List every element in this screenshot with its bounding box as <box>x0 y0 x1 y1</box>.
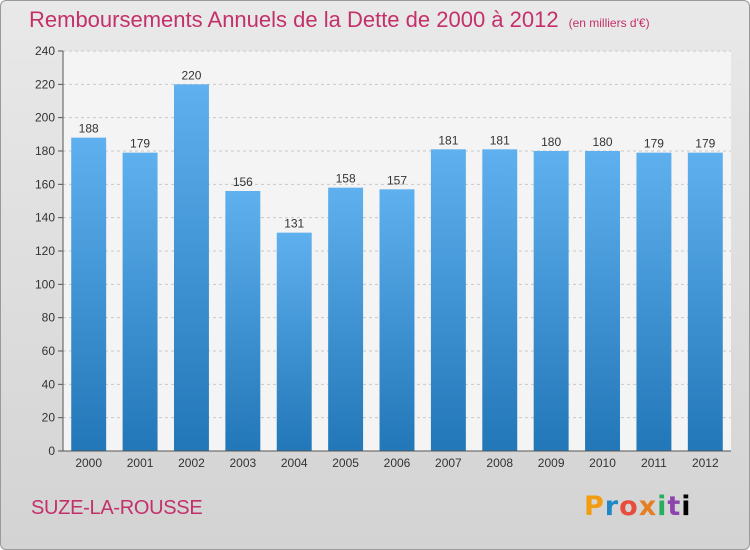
x-tick-label: 2007 <box>435 456 462 470</box>
bar-2005 <box>328 187 364 451</box>
bar-value-label: 157 <box>387 173 407 187</box>
proxiti-logo: Proxiti <box>584 491 692 522</box>
chart-unit-note: (en milliers d'€) <box>568 16 650 30</box>
bar-2011 <box>636 152 672 451</box>
y-tick-label: 140 <box>35 211 55 225</box>
x-tick-label: 2002 <box>178 456 205 470</box>
x-tick-label: 2009 <box>538 456 565 470</box>
bar-2001 <box>122 152 158 451</box>
y-tick-label: 40 <box>42 377 56 391</box>
bar-2002 <box>173 84 209 451</box>
x-axis: 2000 2001 2002 2003 2004 2005 2006 2007 2008 2009… <box>63 450 731 470</box>
bar-value-label: 179 <box>130 137 150 151</box>
x-tick-label: 2006 <box>384 456 411 470</box>
x-tick-label: 2003 <box>229 456 256 470</box>
bar-value-label: 181 <box>438 133 458 147</box>
bar-2008 <box>482 149 518 452</box>
y-tick-label: 120 <box>35 244 55 258</box>
y-tick-label: 0 <box>48 444 55 458</box>
y-tick-label: 60 <box>42 344 56 358</box>
bar-2000 <box>71 137 107 451</box>
x-tick-label: 2011 <box>641 456 667 470</box>
x-tick-label: 2008 <box>486 456 513 470</box>
bar-value-label: 156 <box>233 175 253 189</box>
y-tick-label: 160 <box>35 177 55 191</box>
bar-2006 <box>379 189 415 452</box>
bar-value-label: 158 <box>336 172 356 186</box>
bar-value-label: 188 <box>79 122 99 136</box>
x-tick-label: 2005 <box>332 456 359 470</box>
chart-title-main: Remboursements Annuels de la Dette de 20… <box>29 7 559 32</box>
bar-2004 <box>276 232 312 451</box>
bar-value-label: 180 <box>593 135 613 149</box>
y-tick-label: 100 <box>35 277 55 291</box>
x-tick-label: 2001 <box>127 456 154 470</box>
x-tick-label: 2000 <box>75 456 102 470</box>
y-tick-label: 180 <box>35 144 55 158</box>
logo-letter: i <box>657 491 668 522</box>
bar-value-label: 131 <box>284 217 304 231</box>
commune-name: SUZE-LA-ROUSSE <box>31 497 203 519</box>
x-tick-label: 2012 <box>692 456 719 470</box>
bar-2003 <box>225 191 261 451</box>
y-tick-label: 20 <box>42 411 56 425</box>
bar-2010 <box>585 151 621 451</box>
logo-letter: i <box>681 491 692 522</box>
bar-value-label: 180 <box>541 135 561 149</box>
logo-letter: r <box>604 491 620 522</box>
logo-letter: t <box>667 491 682 522</box>
x-tick-label: 2010 <box>589 456 616 470</box>
logo-letter: P <box>584 491 605 522</box>
logo-letter: x <box>638 491 658 522</box>
y-tick-label: 200 <box>35 111 55 125</box>
y-tick-label: 80 <box>42 311 56 325</box>
bars: 188 179 220 156 131 158 157 181 181 180 180 179 179 <box>71 68 723 452</box>
y-axis: 0 20 40 60 80 100 120 140 160 180 200 220 240 <box>35 44 64 458</box>
bar-2007 <box>430 149 466 452</box>
bar-2009 <box>533 151 569 451</box>
bar-value-label: 220 <box>181 68 201 82</box>
chart-title: Remboursements Annuels de la Dette de 20… <box>29 7 650 33</box>
bar-value-label: 179 <box>644 137 664 151</box>
logo-letter: o <box>619 491 639 522</box>
bar-value-label: 181 <box>490 133 510 147</box>
x-tick-label: 2004 <box>281 456 308 470</box>
bar-value-label: 179 <box>695 137 715 151</box>
bar-2012 <box>687 152 723 451</box>
y-tick-label: 240 <box>35 44 55 58</box>
y-tick-label: 220 <box>35 77 55 91</box>
